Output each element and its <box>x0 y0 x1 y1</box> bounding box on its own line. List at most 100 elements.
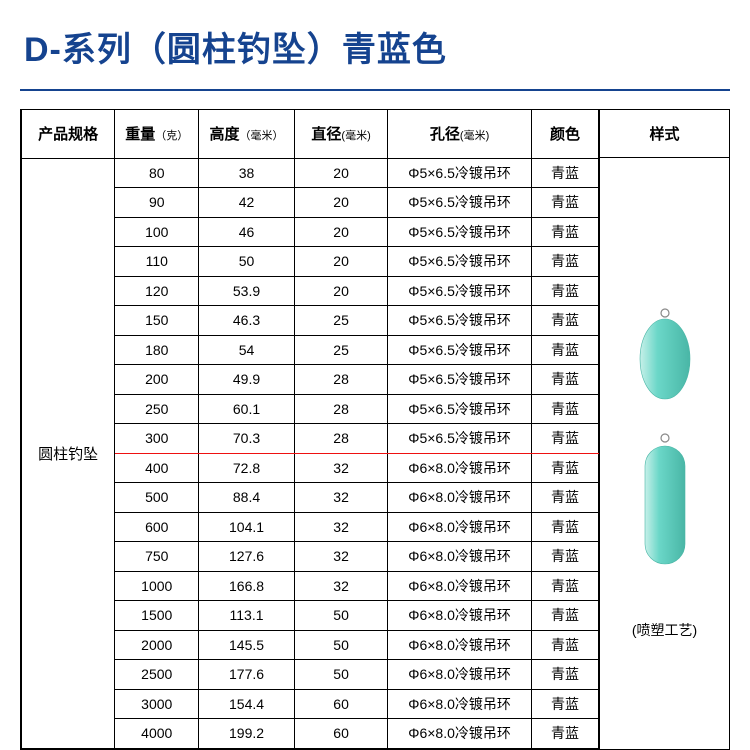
height-cell: 88.4 <box>199 483 295 513</box>
diameter-cell: 50 <box>294 601 387 631</box>
color-cell: 青蓝 <box>531 542 598 572</box>
color-cell: 青蓝 <box>531 276 598 306</box>
diameter-cell: 25 <box>294 306 387 336</box>
hole-cell: Φ6×8.0冷镀吊环 <box>388 601 532 631</box>
hole-cell: Φ6×8.0冷镀吊环 <box>388 483 532 513</box>
color-cell: 青蓝 <box>531 247 598 277</box>
color-cell: 青蓝 <box>531 689 598 719</box>
height-cell: 127.6 <box>199 542 295 572</box>
col-hole-header: 孔径(毫米) <box>388 110 532 158</box>
weight-cell: 90 <box>115 188 199 218</box>
diameter-cell: 32 <box>294 571 387 601</box>
color-cell: 青蓝 <box>531 660 598 690</box>
page: D-系列（圆柱钓坠）青蓝色 产品规格 重量（克） 高度（毫米） 直径(毫米) 孔… <box>0 0 750 750</box>
weight-cell: 150 <box>115 306 199 336</box>
diameter-cell: 28 <box>294 365 387 395</box>
hole-cell: Φ5×6.5冷镀吊环 <box>388 188 532 218</box>
col-spec-header: 产品规格 <box>22 110 115 158</box>
color-cell: 青蓝 <box>531 571 598 601</box>
page-title: D-系列（圆柱钓坠）青蓝色 <box>20 22 730 91</box>
table-header-row: 产品规格 重量（克） 高度（毫米） 直径(毫米) 孔径(毫米) 颜色 <box>22 110 599 158</box>
diameter-cell: 32 <box>294 453 387 483</box>
diameter-cell: 32 <box>294 542 387 572</box>
height-cell: 53.9 <box>199 276 295 306</box>
diameter-cell: 28 <box>294 394 387 424</box>
weight-cell: 300 <box>115 424 199 454</box>
color-cell: 青蓝 <box>531 335 598 365</box>
weight-cell: 4000 <box>115 719 199 749</box>
hole-cell: Φ5×6.5冷镀吊环 <box>388 217 532 247</box>
height-cell: 60.1 <box>199 394 295 424</box>
hole-cell: Φ6×8.0冷镀吊环 <box>388 630 532 660</box>
diameter-cell: 50 <box>294 660 387 690</box>
product-image-short <box>635 307 695 402</box>
weight-cell: 1000 <box>115 571 199 601</box>
table-wrapper: 产品规格 重量（克） 高度（毫米） 直径(毫米) 孔径(毫米) 颜色 圆柱钓坠8… <box>20 109 730 750</box>
height-cell: 72.8 <box>199 453 295 483</box>
weight-cell: 180 <box>115 335 199 365</box>
height-cell: 177.6 <box>199 660 295 690</box>
hole-cell: Φ6×8.0冷镀吊环 <box>388 542 532 572</box>
color-cell: 青蓝 <box>531 365 598 395</box>
height-cell: 113.1 <box>199 601 295 631</box>
height-cell: 154.4 <box>199 689 295 719</box>
weight-cell: 500 <box>115 483 199 513</box>
diameter-cell: 32 <box>294 483 387 513</box>
hole-cell: Φ6×8.0冷镀吊环 <box>388 689 532 719</box>
spec-table: 产品规格 重量（克） 高度（毫米） 直径(毫米) 孔径(毫米) 颜色 圆柱钓坠8… <box>21 110 599 749</box>
hole-cell: Φ6×8.0冷镀吊环 <box>388 571 532 601</box>
diameter-cell: 50 <box>294 630 387 660</box>
color-cell: 青蓝 <box>531 424 598 454</box>
diameter-cell: 32 <box>294 512 387 542</box>
hole-cell: Φ6×8.0冷镀吊环 <box>388 719 532 749</box>
weight-cell: 2000 <box>115 630 199 660</box>
diameter-cell: 20 <box>294 188 387 218</box>
col-color-header: 颜色 <box>531 110 598 158</box>
weight-cell: 3000 <box>115 689 199 719</box>
col-height-header: 高度（毫米） <box>199 110 295 158</box>
hole-cell: Φ5×6.5冷镀吊环 <box>388 365 532 395</box>
col-diameter-header: 直径(毫米) <box>294 110 387 158</box>
color-cell: 青蓝 <box>531 306 598 336</box>
height-cell: 42 <box>199 188 295 218</box>
weight-cell: 200 <box>115 365 199 395</box>
color-cell: 青蓝 <box>531 188 598 218</box>
color-cell: 青蓝 <box>531 512 598 542</box>
diameter-cell: 20 <box>294 217 387 247</box>
weight-cell: 80 <box>115 158 199 188</box>
height-cell: 50 <box>199 247 295 277</box>
weight-cell: 250 <box>115 394 199 424</box>
style-column-body: (喷塑工艺) <box>600 158 729 749</box>
col-weight-header: 重量（克） <box>115 110 199 158</box>
weight-cell: 400 <box>115 453 199 483</box>
height-cell: 54 <box>199 335 295 365</box>
color-cell: 青蓝 <box>531 719 598 749</box>
hole-cell: Φ6×8.0冷镀吊环 <box>388 453 532 483</box>
height-cell: 49.9 <box>199 365 295 395</box>
table-data-area: 产品规格 重量（克） 高度（毫米） 直径(毫米) 孔径(毫米) 颜色 圆柱钓坠8… <box>21 110 599 749</box>
hole-cell: Φ6×8.0冷镀吊环 <box>388 512 532 542</box>
color-cell: 青蓝 <box>531 601 598 631</box>
color-cell: 青蓝 <box>531 394 598 424</box>
height-cell: 46 <box>199 217 295 247</box>
hole-cell: Φ6×8.0冷镀吊环 <box>388 660 532 690</box>
table-row: 圆柱钓坠803820Φ5×6.5冷镀吊环青蓝 <box>22 158 599 188</box>
table-body: 圆柱钓坠803820Φ5×6.5冷镀吊环青蓝904220Φ5×6.5冷镀吊环青蓝… <box>22 158 599 748</box>
weight-cell: 750 <box>115 542 199 572</box>
weight-cell: 120 <box>115 276 199 306</box>
hole-cell: Φ5×6.5冷镀吊环 <box>388 306 532 336</box>
product-image-tall <box>637 432 693 572</box>
height-cell: 145.5 <box>199 630 295 660</box>
hole-cell: Φ5×6.5冷镀吊环 <box>388 394 532 424</box>
diameter-cell: 60 <box>294 689 387 719</box>
hole-cell: Φ5×6.5冷镀吊环 <box>388 276 532 306</box>
color-cell: 青蓝 <box>531 158 598 188</box>
diameter-cell: 20 <box>294 276 387 306</box>
color-cell: 青蓝 <box>531 217 598 247</box>
color-cell: 青蓝 <box>531 483 598 513</box>
weight-cell: 100 <box>115 217 199 247</box>
weight-cell: 1500 <box>115 601 199 631</box>
style-column: 样式 <box>599 110 729 749</box>
diameter-cell: 20 <box>294 247 387 277</box>
height-cell: 104.1 <box>199 512 295 542</box>
